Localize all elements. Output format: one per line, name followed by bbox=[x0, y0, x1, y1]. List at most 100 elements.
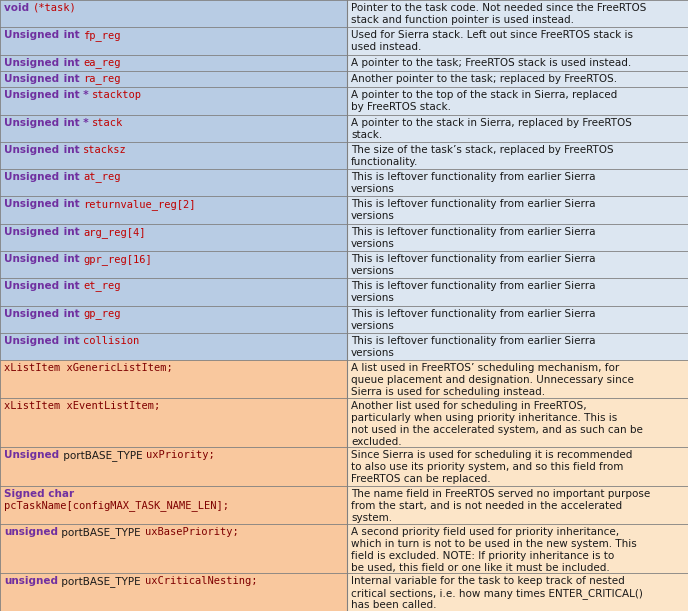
Text: int *: int * bbox=[60, 90, 92, 100]
Text: This is leftover functionality from earlier Sierra: This is leftover functionality from earl… bbox=[351, 281, 596, 291]
Bar bbox=[0, 360, 347, 398]
Bar bbox=[347, 447, 688, 486]
Bar bbox=[0, 71, 347, 87]
Bar bbox=[0, 169, 347, 196]
Text: Unsigned: Unsigned bbox=[4, 254, 59, 264]
Text: A pointer to the stack in Sierra, replaced by FreeRTOS: A pointer to the stack in Sierra, replac… bbox=[351, 117, 632, 128]
Text: A pointer to the top of the stack in Sierra, replaced: A pointer to the top of the stack in Sie… bbox=[351, 90, 617, 100]
Text: The size of the task’s stack, replaced by FreeRTOS: The size of the task’s stack, replaced b… bbox=[351, 145, 614, 155]
Text: Signed char: Signed char bbox=[4, 489, 74, 499]
Bar bbox=[347, 333, 688, 360]
Text: int: int bbox=[60, 309, 83, 318]
Bar bbox=[347, 87, 688, 115]
Text: This is leftover functionality from earlier Sierra: This is leftover functionality from earl… bbox=[351, 254, 596, 264]
Text: Unsigned: Unsigned bbox=[4, 74, 59, 84]
Text: versions: versions bbox=[351, 293, 395, 303]
Bar bbox=[0, 573, 347, 611]
Bar bbox=[347, 54, 688, 71]
Text: int: int bbox=[60, 336, 83, 346]
Bar bbox=[347, 169, 688, 196]
Text: gp_reg: gp_reg bbox=[83, 309, 121, 318]
Text: system.: system. bbox=[351, 513, 392, 522]
Bar bbox=[347, 306, 688, 333]
Text: Since Sierra is used for scheduling it is recommended: Since Sierra is used for scheduling it i… bbox=[351, 450, 632, 460]
Text: A second priority field used for priority inheritance,: A second priority field used for priorit… bbox=[351, 527, 619, 536]
Text: stacktop: stacktop bbox=[92, 90, 142, 100]
Text: Unsigned: Unsigned bbox=[4, 309, 59, 318]
Bar bbox=[0, 278, 347, 306]
Text: be used, this field or one like it must be included.: be used, this field or one like it must … bbox=[351, 563, 610, 573]
Text: stack.: stack. bbox=[351, 130, 383, 139]
Text: This is leftover functionality from earlier Sierra: This is leftover functionality from earl… bbox=[351, 227, 596, 236]
Text: int: int bbox=[60, 199, 83, 210]
Text: Unsigned: Unsigned bbox=[4, 199, 59, 210]
Bar bbox=[347, 71, 688, 87]
Bar bbox=[0, 398, 347, 447]
Text: at_reg: at_reg bbox=[83, 172, 121, 183]
Text: Unsigned: Unsigned bbox=[4, 145, 59, 155]
Text: to also use its priority system, and so this field from: to also use its priority system, and so … bbox=[351, 463, 623, 472]
Text: FreeRTOS can be replaced.: FreeRTOS can be replaced. bbox=[351, 474, 491, 485]
Text: A pointer to the task; FreeRTOS stack is used instead.: A pointer to the task; FreeRTOS stack is… bbox=[351, 57, 632, 68]
Bar bbox=[0, 27, 347, 54]
Text: unsigned: unsigned bbox=[4, 576, 58, 586]
Text: versions: versions bbox=[351, 184, 395, 194]
Bar bbox=[347, 573, 688, 611]
Text: uxPriority;: uxPriority; bbox=[146, 450, 215, 460]
Text: versions: versions bbox=[351, 321, 395, 331]
Text: ra_reg: ra_reg bbox=[83, 74, 121, 84]
Text: int: int bbox=[60, 57, 83, 68]
Text: not used in the accelerated system, and as such can be: not used in the accelerated system, and … bbox=[351, 425, 643, 435]
Text: pcTaskName[configMAX_TASK_NAME_LEN];: pcTaskName[configMAX_TASK_NAME_LEN]; bbox=[4, 500, 229, 511]
Text: portBASE_TYPE: portBASE_TYPE bbox=[60, 450, 145, 461]
Text: functionality.: functionality. bbox=[351, 157, 418, 167]
Bar bbox=[0, 54, 347, 71]
Text: Unsigned: Unsigned bbox=[4, 90, 59, 100]
Text: ea_reg: ea_reg bbox=[83, 57, 121, 68]
Text: queue placement and designation. Unnecessary since: queue placement and designation. Unneces… bbox=[351, 375, 634, 385]
Text: (*task): (*task) bbox=[33, 3, 77, 13]
Text: Unsigned: Unsigned bbox=[4, 336, 59, 346]
Text: versions: versions bbox=[351, 266, 395, 276]
Bar bbox=[347, 0, 688, 27]
Bar bbox=[0, 142, 347, 169]
Text: critical sections, i.e. how many times ENTER_CRITICAL(): critical sections, i.e. how many times E… bbox=[351, 588, 643, 599]
Text: used instead.: used instead. bbox=[351, 42, 421, 53]
Text: int: int bbox=[60, 74, 83, 84]
Text: field is excluded. NOTE: If priority inheritance is to: field is excluded. NOTE: If priority inh… bbox=[351, 551, 614, 561]
Bar bbox=[0, 87, 347, 115]
Text: returnvalue_reg[2]: returnvalue_reg[2] bbox=[83, 199, 196, 210]
Bar bbox=[347, 360, 688, 398]
Bar bbox=[347, 251, 688, 278]
Text: int: int bbox=[60, 227, 83, 236]
Bar bbox=[0, 333, 347, 360]
Bar bbox=[0, 524, 347, 573]
Text: versions: versions bbox=[351, 211, 395, 221]
Bar bbox=[347, 196, 688, 224]
Bar bbox=[0, 224, 347, 251]
Text: This is leftover functionality from earlier Sierra: This is leftover functionality from earl… bbox=[351, 309, 596, 318]
Bar bbox=[347, 486, 688, 524]
Text: Pointer to the task code. Not needed since the FreeRTOS: Pointer to the task code. Not needed sin… bbox=[351, 3, 646, 13]
Text: int *: int * bbox=[60, 117, 92, 128]
Text: Unsigned: Unsigned bbox=[4, 172, 59, 182]
Bar bbox=[347, 115, 688, 142]
Text: stacksz: stacksz bbox=[83, 145, 127, 155]
Text: xListItem xGenericListItem;: xListItem xGenericListItem; bbox=[4, 363, 173, 373]
Text: gpr_reg[16]: gpr_reg[16] bbox=[83, 254, 152, 265]
Bar bbox=[347, 398, 688, 447]
Bar bbox=[347, 224, 688, 251]
Text: A list used in FreeRTOS’ scheduling mechanism, for: A list used in FreeRTOS’ scheduling mech… bbox=[351, 363, 619, 373]
Text: This is leftover functionality from earlier Sierra: This is leftover functionality from earl… bbox=[351, 199, 596, 210]
Text: int: int bbox=[60, 31, 83, 40]
Bar bbox=[0, 196, 347, 224]
Bar bbox=[0, 486, 347, 524]
Bar bbox=[0, 306, 347, 333]
Text: Used for Sierra stack. Left out since FreeRTOS stack is: Used for Sierra stack. Left out since Fr… bbox=[351, 31, 633, 40]
Text: portBASE_TYPE: portBASE_TYPE bbox=[58, 576, 144, 587]
Text: has been called.: has been called. bbox=[351, 600, 436, 610]
Text: Sierra is used for scheduling instead.: Sierra is used for scheduling instead. bbox=[351, 387, 545, 397]
Text: The name field in FreeRTOS served no important purpose: The name field in FreeRTOS served no imp… bbox=[351, 489, 650, 499]
Text: int: int bbox=[60, 254, 83, 264]
Text: Unsigned: Unsigned bbox=[4, 57, 59, 68]
